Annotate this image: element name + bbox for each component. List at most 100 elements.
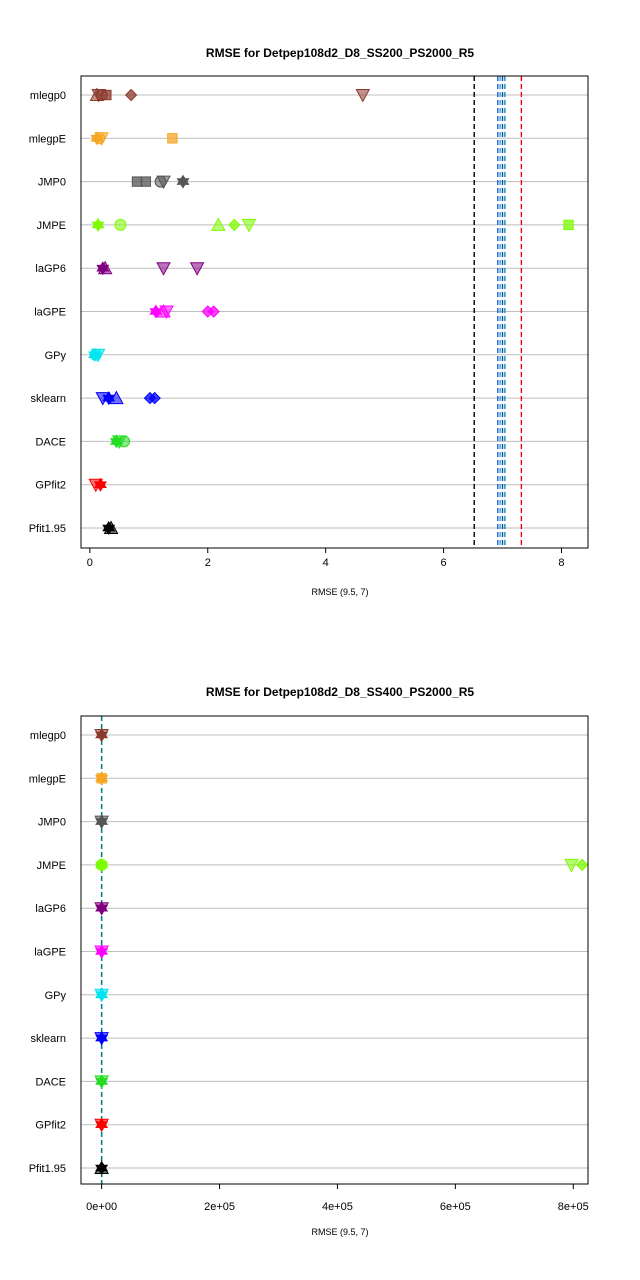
series-mlegp0 xyxy=(89,87,371,103)
x-tick-label: 8 xyxy=(558,557,564,569)
data-point xyxy=(97,260,113,275)
x-tick-label: 8e+05 xyxy=(558,1201,589,1213)
y-tick-label: JMPE xyxy=(37,860,66,872)
series-sklearn xyxy=(94,1031,109,1046)
data-point xyxy=(124,88,138,102)
data-point xyxy=(207,305,220,318)
x-tick-label: 0e+00 xyxy=(86,1201,117,1213)
y-tick-label: mlegpE xyxy=(29,773,66,785)
y-tick-label: GPfit2 xyxy=(35,480,66,492)
y-tick-label: sklearn xyxy=(31,1033,66,1045)
data-point xyxy=(95,858,108,871)
series-mlegpE xyxy=(90,131,178,146)
x-tick-label: 2e+05 xyxy=(204,1201,235,1213)
series-mlegp0 xyxy=(94,728,109,743)
series-GPfit2 xyxy=(88,477,107,493)
y-tick-label: GPy xyxy=(45,990,67,1002)
data-point xyxy=(94,132,109,146)
y-tick-label: DACE xyxy=(35,1076,66,1088)
y-tick-label: JMP0 xyxy=(38,817,66,829)
data-point xyxy=(91,217,105,232)
data-point xyxy=(103,520,119,534)
data-point xyxy=(101,89,112,101)
series-DACE xyxy=(109,434,131,449)
data-point xyxy=(355,89,371,103)
series-GPfit1.95 xyxy=(102,520,119,535)
y-tick-label: laGP6 xyxy=(35,903,66,915)
y-tick-label: Pfit1.95 xyxy=(29,523,66,535)
data-point xyxy=(94,945,109,960)
data-point xyxy=(211,217,226,231)
data-point xyxy=(96,773,107,784)
data-point xyxy=(176,174,190,189)
data-point xyxy=(94,902,109,916)
y-tick-label: mlegp0 xyxy=(30,730,66,742)
data-point xyxy=(94,1032,109,1046)
series-mlegpE xyxy=(95,771,109,786)
data-point xyxy=(131,176,143,187)
y-tick-label: JMP0 xyxy=(38,177,66,189)
plot-frame xyxy=(80,715,589,1185)
data-point xyxy=(89,87,105,101)
y-tick-label: laGPE xyxy=(34,307,66,319)
x-tick-label: 4 xyxy=(323,557,329,569)
data-point xyxy=(564,858,579,873)
data-point xyxy=(148,391,161,405)
y-tick-label: laGP6 xyxy=(35,263,66,275)
data-point xyxy=(228,218,241,232)
data-point xyxy=(94,729,109,743)
series-laGPE xyxy=(94,944,109,960)
data-point xyxy=(159,305,174,320)
series-JMPE xyxy=(91,217,574,233)
series-DACE xyxy=(94,1074,109,1089)
series-laGPE xyxy=(149,303,220,320)
x-tick-label: 2 xyxy=(205,557,211,569)
y-tick-label: GPfit2 xyxy=(35,1120,66,1132)
y-tick-label: GPy xyxy=(45,350,67,362)
x-tick-label: 4e+05 xyxy=(322,1201,353,1213)
series-JMP0 xyxy=(131,174,190,190)
series-GPy xyxy=(88,347,106,363)
y-tick-label: laGPE xyxy=(34,947,66,959)
plot-frame xyxy=(80,75,589,549)
y-tick-label: sklearn xyxy=(31,393,66,405)
chart-title: RMSE for Detpep108d2_D8_SS400_PS2000_R5 xyxy=(206,685,474,699)
data-point xyxy=(241,218,257,233)
series-JMPE xyxy=(95,857,589,873)
data-point xyxy=(140,176,152,187)
data-point xyxy=(94,1075,109,1089)
data-point xyxy=(167,133,178,144)
y-tick-label: DACE xyxy=(35,436,66,448)
series-GPy xyxy=(94,987,109,1003)
data-point xyxy=(94,988,109,1003)
x-tick-label: 0 xyxy=(87,557,93,569)
x-tick-label: 6 xyxy=(441,557,447,569)
data-point xyxy=(563,219,574,231)
chart-panel-ss200: RMSE for Detpep108d2_D8_SS200_PS2000_R5 … xyxy=(29,46,589,597)
data-point xyxy=(94,1118,109,1133)
series-sklearn xyxy=(95,390,161,406)
data-point xyxy=(109,390,124,405)
data-point xyxy=(575,858,589,872)
y-tick-label: mlegpE xyxy=(29,133,66,145)
series-JMP0 xyxy=(94,814,109,830)
chart-panel-ss400: RMSE for Detpep108d2_D8_SS400_PS2000_R5 … xyxy=(29,685,589,1237)
chart-title: RMSE for Detpep108d2_D8_SS200_PS2000_R5 xyxy=(206,46,474,60)
series-GPfit2 xyxy=(94,1117,109,1133)
data-point xyxy=(94,1160,109,1174)
data-point xyxy=(118,435,131,448)
data-point xyxy=(94,815,109,830)
y-tick-label: JMPE xyxy=(37,220,66,232)
x-axis-label: RMSE (9.5, 7) xyxy=(311,587,368,597)
series-laGP6 xyxy=(94,901,109,916)
data-point xyxy=(90,348,106,363)
data-point xyxy=(189,262,205,276)
y-tick-label: mlegp0 xyxy=(30,90,66,102)
data-point xyxy=(114,218,127,231)
y-tick-label: Pfit1.95 xyxy=(29,1163,66,1175)
series-laGP6 xyxy=(96,260,205,276)
data-point xyxy=(156,262,171,276)
data-point xyxy=(156,175,171,190)
series-GPfit1.95 xyxy=(94,1160,109,1175)
